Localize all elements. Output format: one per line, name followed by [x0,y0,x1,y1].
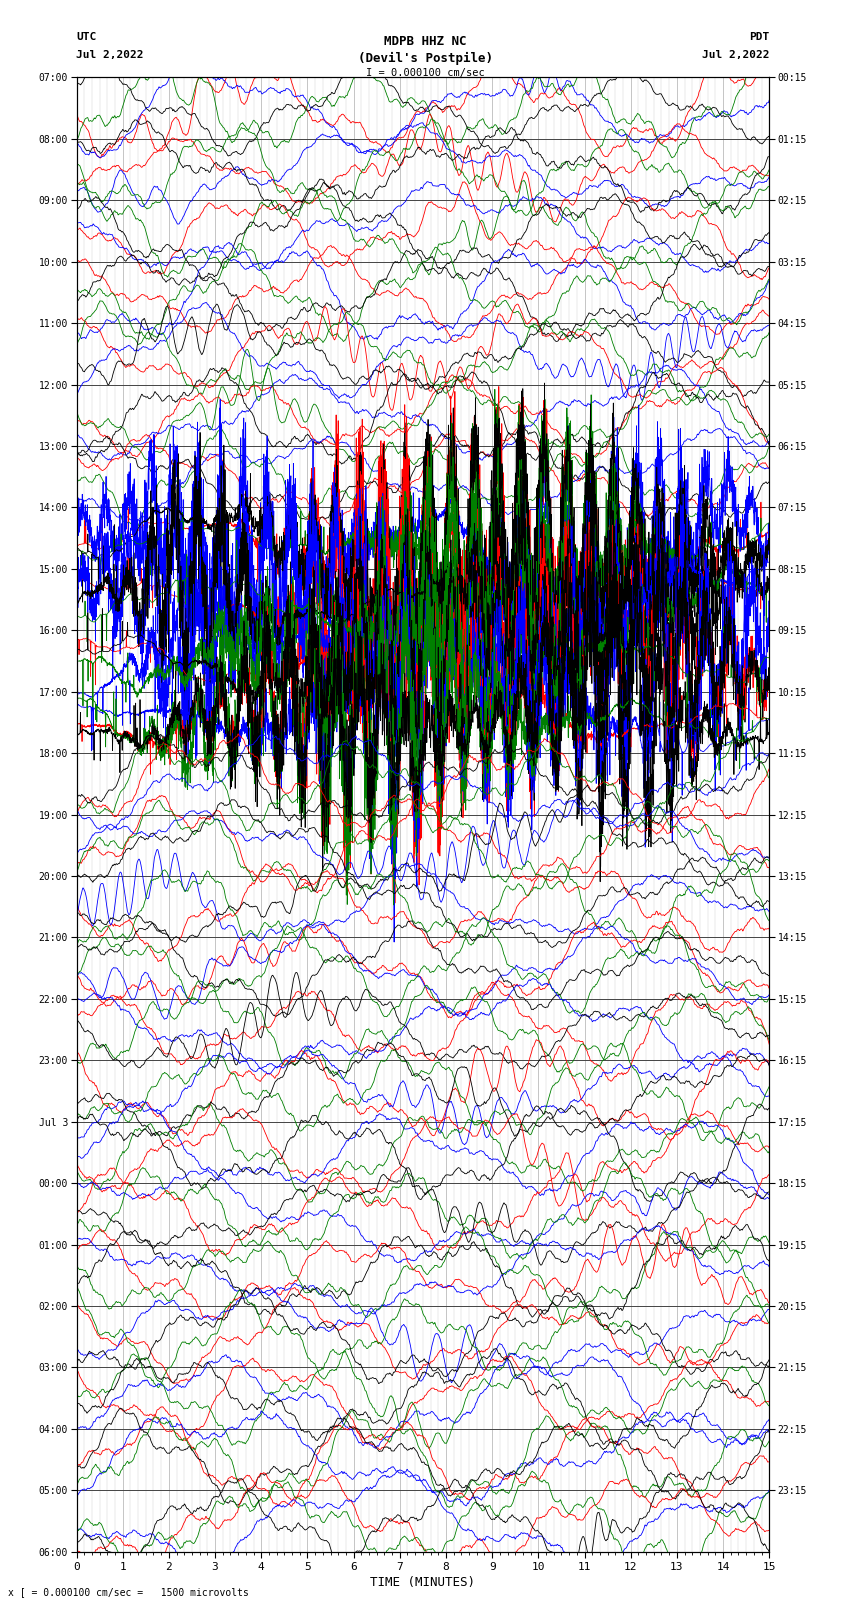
Text: Jul 2,2022: Jul 2,2022 [76,50,144,60]
Text: I = 0.000100 cm/sec: I = 0.000100 cm/sec [366,68,484,77]
Text: Jul 2,2022: Jul 2,2022 [702,50,769,60]
Text: UTC: UTC [76,32,97,42]
Text: MDPB HHZ NC: MDPB HHZ NC [383,35,467,48]
Text: x [ = 0.000100 cm/sec =   1500 microvolts: x [ = 0.000100 cm/sec = 1500 microvolts [8,1587,249,1597]
Text: (Devil's Postpile): (Devil's Postpile) [358,52,492,65]
X-axis label: TIME (MINUTES): TIME (MINUTES) [371,1576,475,1589]
Text: PDT: PDT [749,32,769,42]
